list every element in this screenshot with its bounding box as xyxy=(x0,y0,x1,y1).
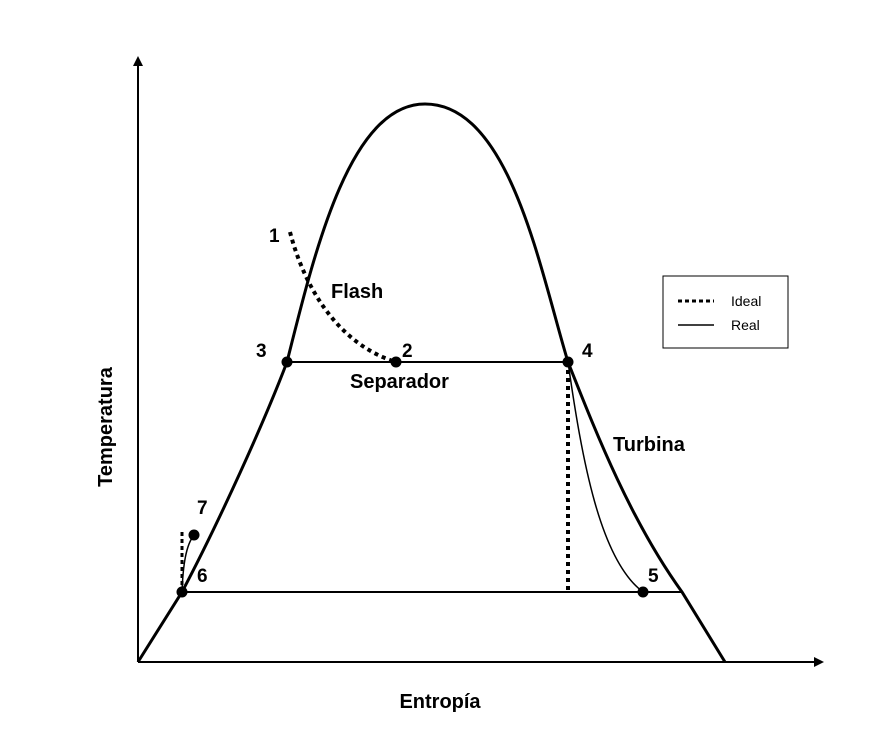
legend: Ideal Real xyxy=(662,275,789,349)
label-point-7: 7 xyxy=(197,498,208,519)
saturation-dome xyxy=(136,102,727,663)
y-axis-title: Temperatura xyxy=(95,366,117,487)
x-axis-title: Entropía xyxy=(399,691,481,713)
state-point-5 xyxy=(637,586,649,598)
label-separador: Separador xyxy=(350,371,449,393)
legend-ideal-label: Ideal xyxy=(731,293,761,309)
label-point-4: 4 xyxy=(582,341,593,362)
legend-box xyxy=(662,275,789,349)
label-turbina: Turbina xyxy=(613,434,686,456)
state-point-3 xyxy=(281,356,293,368)
label-point-3: 3 xyxy=(256,341,267,362)
label-flash: Flash xyxy=(331,281,383,303)
label-point-5: 5 xyxy=(648,566,659,587)
legend-real-label: Real xyxy=(731,317,760,333)
state-point-4 xyxy=(562,356,574,368)
state-point-2 xyxy=(390,356,402,368)
state-point-6 xyxy=(176,586,188,598)
label-point-1: 1 xyxy=(269,226,280,247)
state-point-7 xyxy=(188,529,200,541)
turbine-real-line xyxy=(567,361,644,593)
label-point-2: 2 xyxy=(402,341,413,362)
flash-process-line xyxy=(288,231,397,364)
label-point-6: 6 xyxy=(197,566,208,587)
